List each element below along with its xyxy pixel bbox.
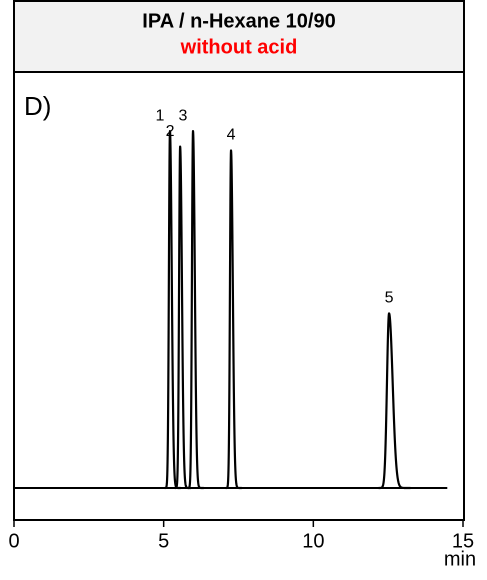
peak-label: 5 (385, 290, 394, 307)
subtitle: without acid (180, 36, 298, 58)
x-tick-label: 5 (158, 530, 169, 552)
peak-label: 3 (179, 107, 188, 124)
x-axis-label: min (444, 548, 476, 570)
peak (377, 312, 412, 490)
x-tick-label: 0 (8, 530, 19, 552)
plot-box (13, 71, 465, 521)
peak (224, 149, 243, 490)
panel-label: D) (24, 91, 51, 121)
peak (163, 129, 182, 490)
title: IPA / n-Hexane 10/90 (142, 10, 335, 32)
x-tick-label: 15 (452, 530, 474, 552)
peak-label: 4 (227, 127, 236, 144)
peak (186, 129, 205, 490)
peak-label: 1 (155, 107, 164, 124)
peak-label: 2 (166, 123, 175, 140)
header-box (13, 0, 465, 73)
x-tick-label: 10 (302, 530, 324, 552)
